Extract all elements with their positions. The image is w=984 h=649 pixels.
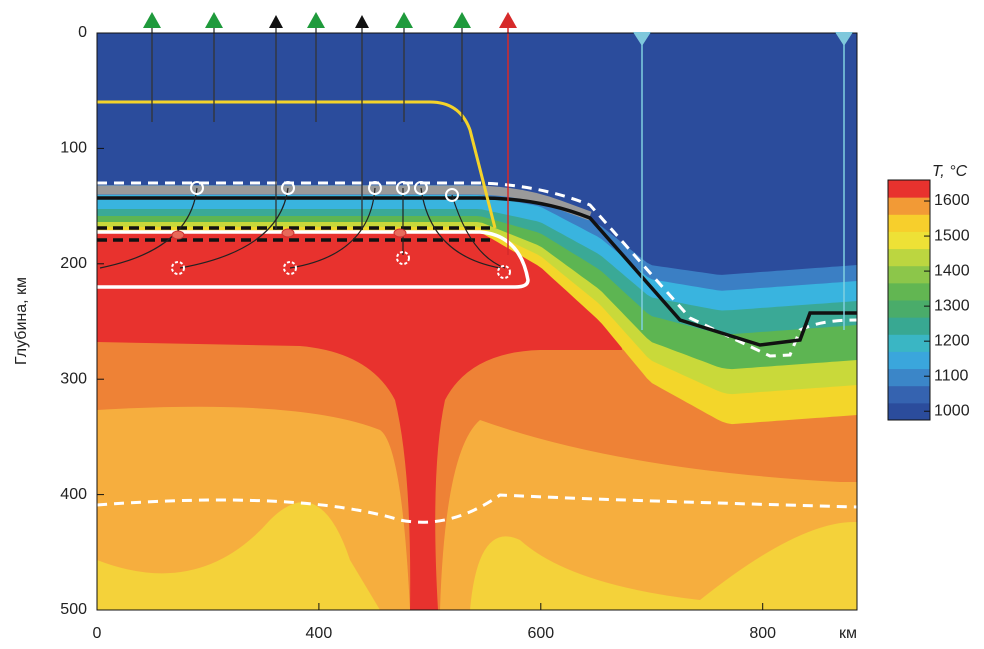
overlay (96, 28, 858, 611)
colorbar-swatch (888, 334, 930, 352)
field-region (97, 502, 380, 610)
y-tick-label: 500 (60, 601, 87, 618)
red-dots (171, 228, 407, 240)
y-tick-label: 0 (78, 24, 87, 41)
x-tick-label: 0 (93, 625, 102, 642)
colorbar-swatch (888, 180, 930, 198)
colorbar-swatch (888, 402, 930, 421)
colorbar-tick-label: 1500 (934, 227, 970, 244)
colorbar-tick-label: 1200 (934, 332, 970, 349)
colorbar-swatch (888, 282, 930, 301)
gray-band (97, 185, 592, 221)
colorbar-swatch (888, 317, 930, 335)
flow-arrows (99, 187, 506, 269)
colorbar-swatch (888, 214, 930, 232)
dashed-line (96, 493, 858, 524)
y-tick-label: 100 (60, 140, 87, 157)
y-axis-title: Глубина, км (13, 277, 30, 365)
circles (171, 181, 511, 279)
colorbar-swatch (888, 300, 930, 318)
x-axis-unit: км (839, 625, 857, 642)
colorbar-swatch (888, 265, 930, 284)
colorbar-swatch (888, 385, 930, 404)
yellow-line (97, 100, 497, 229)
colorbar-frame (887, 179, 931, 421)
y-tick-label: 300 (60, 370, 87, 387)
white-loop (97, 230, 530, 289)
colorbar-swatch (888, 231, 930, 250)
x-tick-label: 800 (749, 625, 776, 642)
colorbar-tick-label: 1600 (934, 192, 970, 209)
stations (143, 12, 853, 46)
colorbar-swatch (888, 197, 930, 215)
colorbar-tick-label: 1000 (934, 402, 970, 419)
vertical-lines (151, 28, 463, 230)
colorbar-tick-label: 1300 (934, 297, 970, 314)
colorbar-tick-label: 1100 (934, 367, 969, 384)
y-tick-label: 400 (60, 486, 87, 503)
colorbar-title: T, °C (932, 163, 968, 180)
colorbar-swatch (888, 248, 930, 267)
x-tick-label: 400 (306, 625, 333, 642)
x-tick-label: 600 (527, 625, 554, 642)
y-tick-label: 200 (60, 255, 87, 272)
slab-line (97, 196, 857, 347)
colorbar-swatch (888, 351, 930, 370)
field-region (97, 232, 622, 610)
plot-frame (96, 32, 858, 611)
field-region (470, 521, 857, 610)
colorbar-tick-label: 1400 (934, 262, 970, 279)
colorbar-swatch (888, 368, 930, 387)
